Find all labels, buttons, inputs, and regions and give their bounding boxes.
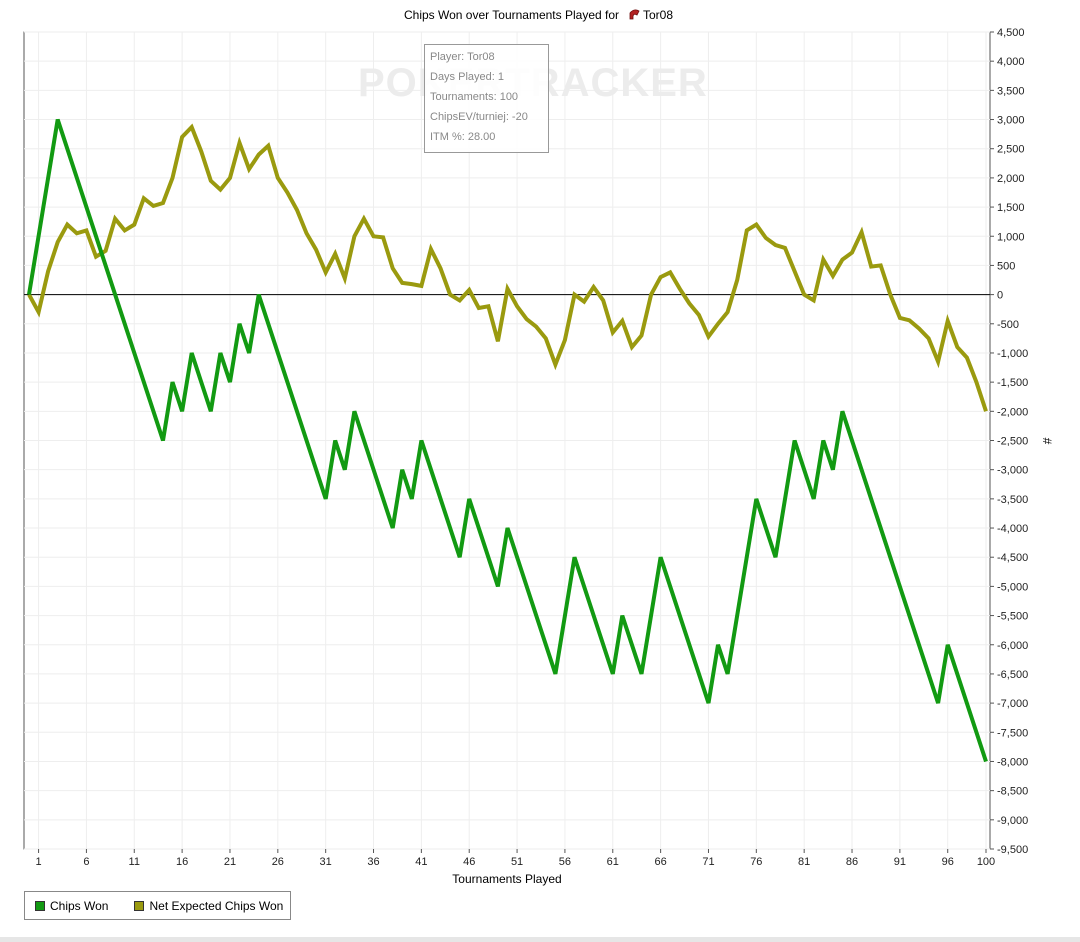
series-line-net-expected-chips-won xyxy=(27,123,988,412)
y-tick-label: -8,500 xyxy=(997,786,1028,798)
x-tick-label: 76 xyxy=(750,856,762,868)
x-tick-label: 100 xyxy=(977,856,995,868)
legend-swatch-net-expected xyxy=(134,900,145,911)
info-days-played: Days Played: 1 xyxy=(430,71,504,83)
x-tick-label: 16 xyxy=(176,856,188,868)
player-site-icon xyxy=(629,9,640,20)
y-tick-label: -2,500 xyxy=(997,436,1028,448)
y-tick-label: -7,500 xyxy=(997,727,1028,739)
y-tick-label: -500 xyxy=(997,319,1019,331)
y-tick-label: 3,000 xyxy=(997,115,1025,127)
y-tick-label: 500 xyxy=(997,260,1015,272)
info-player: Player: Tor08 xyxy=(430,51,495,63)
y-tick-label: -3,000 xyxy=(997,465,1028,477)
y-tick-label: -6,500 xyxy=(997,669,1028,681)
y-tick-label: 2,500 xyxy=(997,144,1025,156)
info-chipsev: ChipsEV/turniej: -20 xyxy=(430,111,528,123)
series-line-chips-won xyxy=(27,118,988,763)
y-tick-label: -1,500 xyxy=(997,377,1028,389)
x-tick-label: 41 xyxy=(415,856,427,868)
x-tick-label: 36 xyxy=(367,856,379,868)
y-tick-label: 4,000 xyxy=(997,56,1025,68)
y-tick-label: -6,000 xyxy=(997,640,1028,652)
chart-title: Chips Won over Tournaments Played for xyxy=(404,8,619,22)
x-tick-label: 21 xyxy=(224,856,236,868)
y-axis: 4,500 4,000 3,500 3,000 2,500 2,000 1,500 1,000… xyxy=(990,27,1028,856)
info-tournaments: Tournaments: 100 xyxy=(430,91,519,103)
x-tick-label: 51 xyxy=(511,856,523,868)
x-tick-label: 46 xyxy=(463,856,475,868)
y-tick-label: -5,500 xyxy=(997,611,1028,623)
y-tick-label: -3,500 xyxy=(997,494,1028,506)
chart-title-player: Tor08 xyxy=(643,8,673,22)
legend-item-net-expected[interactable]: Net Expected Chips Won xyxy=(134,899,283,913)
bottom-bar xyxy=(0,937,1080,942)
x-tick-label: 66 xyxy=(654,856,666,868)
x-tick-label: 56 xyxy=(559,856,571,868)
x-axis: 1 6 11 16 21 26 31 36 41 46 51 56 61 66 71 76 81 86 91 96 10… xyxy=(36,849,995,868)
x-tick-label: 91 xyxy=(894,856,906,868)
y-tick-label: -7,000 xyxy=(997,698,1028,710)
x-tick-label: 96 xyxy=(942,856,954,868)
x-tick-label: 6 xyxy=(83,856,89,868)
x-tick-label: 86 xyxy=(846,856,858,868)
y-tick-label: 2,000 xyxy=(997,173,1025,185)
y-axis-label: # xyxy=(1040,438,1054,445)
y-tick-label: 0 xyxy=(997,290,1003,302)
legend-item-chips-won[interactable]: Chips Won xyxy=(35,899,108,913)
y-tick-label: -2,000 xyxy=(997,406,1028,418)
x-tick-label: 26 xyxy=(272,856,284,868)
y-tick-label: -4,500 xyxy=(997,552,1028,564)
y-tick-label: -8,000 xyxy=(997,756,1028,768)
y-tick-label: -9,000 xyxy=(997,815,1028,827)
x-tick-label: 71 xyxy=(702,856,714,868)
player-info-box: Player: Tor08 Days Played: 1 Tournaments… xyxy=(424,44,549,153)
y-tick-label: 1,500 xyxy=(997,202,1025,214)
y-tick-label: 1,000 xyxy=(997,231,1025,243)
info-itm: ITM %: 28.00 xyxy=(430,131,496,143)
x-tick-label: 31 xyxy=(320,856,332,868)
legend-label: Net Expected Chips Won xyxy=(149,898,284,913)
y-tick-label: 4,500 xyxy=(997,27,1025,39)
y-tick-label: -1,000 xyxy=(997,348,1028,360)
legend-label: Chips Won xyxy=(50,898,109,913)
y-tick-label: -9,500 xyxy=(997,844,1028,856)
x-tick-label: 1 xyxy=(36,856,42,868)
x-tick-label: 81 xyxy=(798,856,810,868)
y-tick-label: -5,000 xyxy=(997,581,1028,593)
x-tick-label: 11 xyxy=(129,856,140,868)
x-axis-label: Tournaments Played xyxy=(452,872,561,886)
y-tick-label: 3,500 xyxy=(997,85,1025,97)
legend-swatch-chips-won xyxy=(35,900,45,911)
y-tick-label: -4,000 xyxy=(997,523,1028,535)
series-layer xyxy=(27,118,988,763)
legend: Chips Won Net Expected Chips Won xyxy=(24,891,291,920)
x-tick-label: 61 xyxy=(607,856,619,868)
